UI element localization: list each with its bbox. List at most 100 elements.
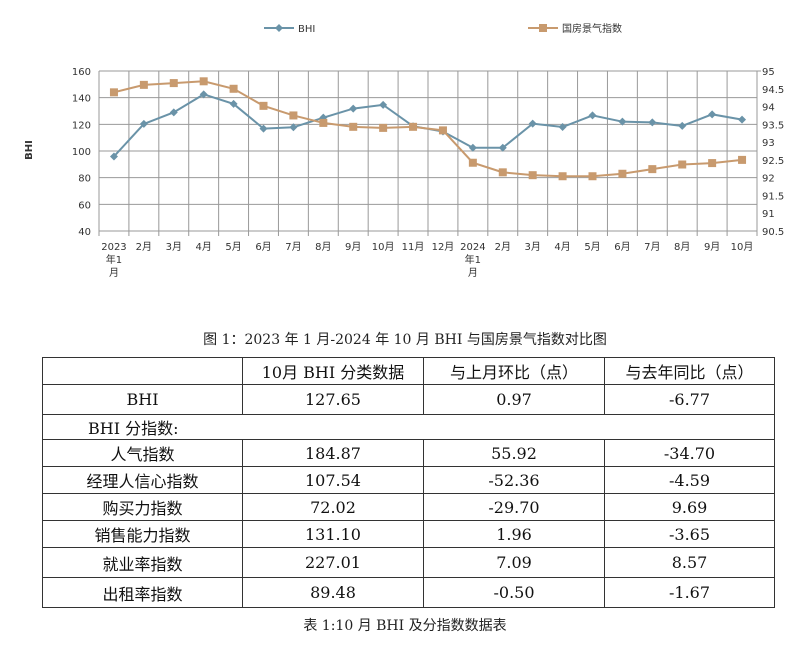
data-point [738,155,747,164]
data-point [259,124,268,133]
x-tick-label: 5月 [584,241,600,253]
x-tick-label: 3月 [524,241,540,253]
x-tick-label: 6月 [255,241,271,253]
x-tick-label: 月 [468,267,478,279]
x-tick-label: 2月 [495,241,511,253]
table-row: 就业率指数 227.01 7.09 8.57 [42,547,775,578]
cell: 0.97 [423,384,605,415]
table-row: 人气指数 184.87 55.92 -34.70 [42,439,775,467]
data-point [588,111,597,120]
x-tick-label: 11月 [402,241,425,253]
cell: -0.50 [423,577,605,608]
data-point [289,123,298,132]
data-point [259,101,268,110]
x-tick-label: 2024 [460,242,485,253]
data-point [349,122,358,131]
data-point [409,122,418,131]
y2-tick-label: 90.5 [762,227,784,238]
y-tick-label: 120 [72,120,91,131]
data-point [708,110,717,119]
cell: BHI [42,384,243,415]
data-point [738,115,747,124]
y2-tick-label: 91.5 [762,191,784,202]
x-tick-label: 12月 [432,241,455,253]
data-point [708,159,717,168]
y-axis-label: BHI [24,140,35,160]
table-row-bhi: BHI 127.65 0.97 -6.77 [42,384,775,415]
table-subheader-row: BHI 分指数: [42,414,775,440]
cell: 7.09 [423,547,605,578]
cell: 89.48 [242,577,424,608]
data-point [139,119,148,128]
cell: 107.54 [242,466,424,494]
cell: 8.57 [604,547,775,578]
x-tick-label: 月 [109,267,119,279]
data-point [468,143,477,152]
y-tick-label: 100 [72,147,91,158]
data-point [588,172,597,181]
cell: -29.70 [423,493,605,521]
x-tick-label: 7月 [285,241,301,253]
table-row: 经理人信心指数 107.54 -52.36 -4.59 [42,466,775,494]
y2-tick-label: 95 [762,67,775,78]
data-point [468,158,477,167]
cell: 55.92 [423,439,605,467]
data-point [139,80,148,89]
data-point [648,165,657,174]
table-row: 出租率指数 89.48 -0.50 -1.67 [42,577,775,608]
sub-index-title: BHI 分指数: [42,414,775,440]
x-tick-label: 年1 [106,253,122,266]
header-cell: 与上月环比（点） [423,357,605,385]
series-line-1 [113,80,743,178]
data-point [678,121,687,130]
data-point [528,171,537,180]
table-row: 销售能力指数 131.10 1.96 -3.65 [42,520,775,548]
data-point [558,123,567,131]
data-point [109,88,118,97]
data-point [528,119,537,128]
row-label: 人气指数 [42,439,243,467]
y2-tick-label: 94.5 [762,85,784,96]
data-point [648,118,657,127]
cell: 131.10 [242,520,424,548]
cell: 184.87 [242,439,424,467]
figure-caption: 图 1：2023 年 1 月-2024 年 10 月 BHI 与国房景气指数对比… [203,332,607,348]
data-point [169,79,178,88]
data-point [678,160,687,169]
data-point [349,104,358,113]
data-point [498,168,507,177]
row-label: 出租率指数 [42,577,243,608]
x-tick-label: 9月 [704,241,720,253]
x-tick-label: 6月 [614,241,630,253]
data-point [379,123,388,132]
cell: 9.69 [604,493,775,521]
header-cell [42,357,243,385]
legend-label: 国房景气指数 [562,22,622,35]
data-point [199,77,208,86]
table-header-row: 10月 BHI 分类数据 与上月环比（点） 与去年同比（点） [42,357,775,385]
row-label: 购买力指数 [42,493,243,521]
data-point [199,90,208,99]
x-tick-label: 10月 [731,241,754,253]
cell: 127.65 [242,384,424,415]
data-point [229,84,238,93]
y-tick-label: 140 [72,94,91,105]
cell: 72.02 [242,493,424,521]
x-tick-label: 8月 [674,241,690,253]
cell: -34.70 [604,439,775,467]
x-tick-label: 9月 [345,241,361,253]
x-tick-label: 7月 [644,241,660,253]
y2-tick-label: 93.5 [762,120,784,131]
data-point [618,117,627,126]
data-point [319,118,328,127]
cell: -4.59 [604,466,775,494]
cell: 227.01 [242,547,424,578]
row-label: 经理人信心指数 [42,466,243,494]
bhi-data-table: 10月 BHI 分类数据 与上月环比（点） 与去年同比（点） BHI 127.6… [42,357,775,608]
x-tick-label: 2月 [136,241,152,253]
legend-label: BHI [298,24,315,35]
y-tick-label: 80 [78,174,91,185]
x-tick-label: 3月 [166,241,182,253]
data-point [558,172,567,181]
data-point [289,111,298,120]
